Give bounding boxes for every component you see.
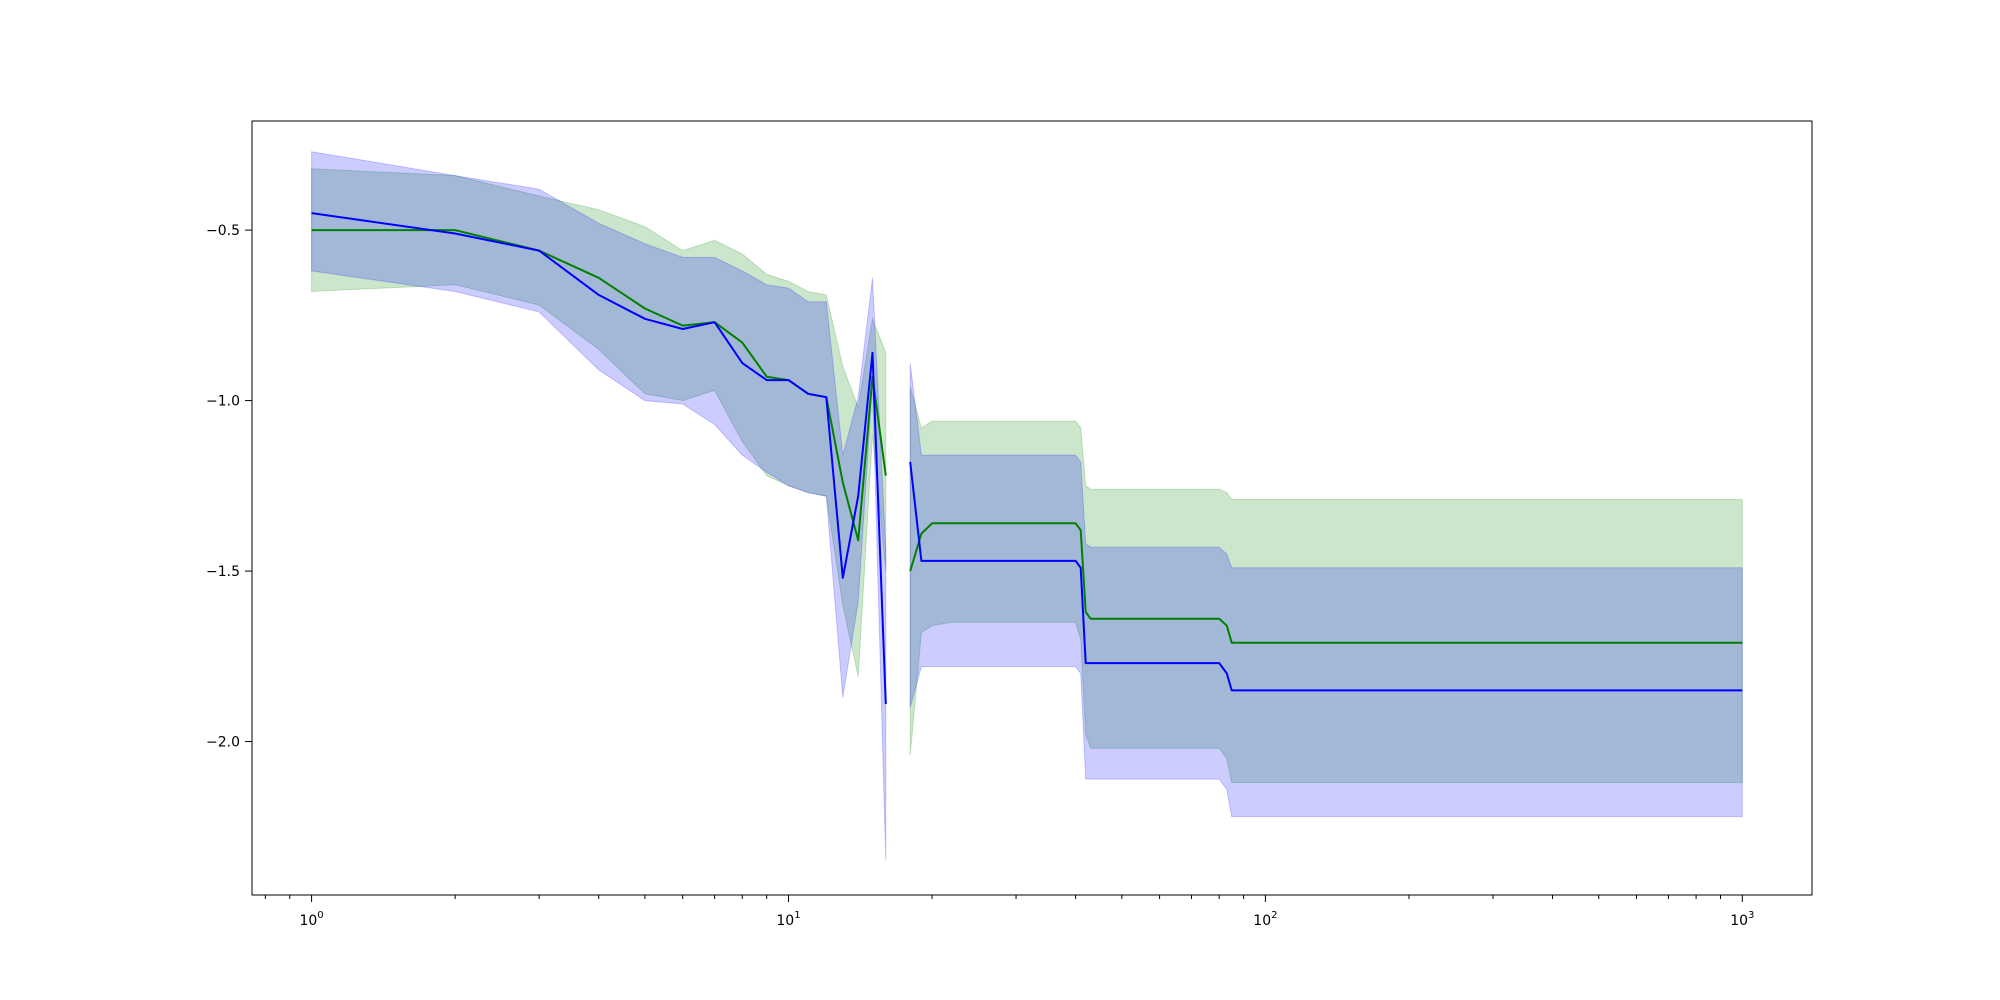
band-series-1-segment-2 [909, 386, 1743, 783]
line-series-1-segment-1 [311, 229, 887, 542]
line-series-2-segment-2 [909, 461, 1743, 692]
x-tick-label: 102 [1253, 910, 1277, 929]
confidence-bands [311, 151, 1743, 861]
x-axis: 100 101 102 103 [264, 895, 1754, 929]
axes-frame [251, 120, 1813, 896]
line-series-1-segment-2 [909, 522, 1743, 644]
y-tick-label: −1.5 [206, 564, 240, 580]
band-series-2-segment-2 [909, 363, 1743, 818]
line-series-2-segment-1 [311, 212, 887, 705]
y-axis: −0.5 −1.0 −1.5 −2.0 [206, 223, 252, 751]
series-lines [311, 212, 1743, 705]
band-series-1-segment-1 [311, 168, 887, 677]
y-tick-label: −1.0 [206, 394, 240, 410]
x-tick-label: 100 [299, 910, 323, 929]
x-tick-label: 103 [1730, 910, 1754, 929]
y-tick-label: −0.5 [206, 223, 240, 239]
x-tick-label: 101 [776, 910, 800, 929]
band-series-2-segment-1 [311, 151, 887, 861]
y-tick-label: −2.0 [206, 735, 240, 751]
